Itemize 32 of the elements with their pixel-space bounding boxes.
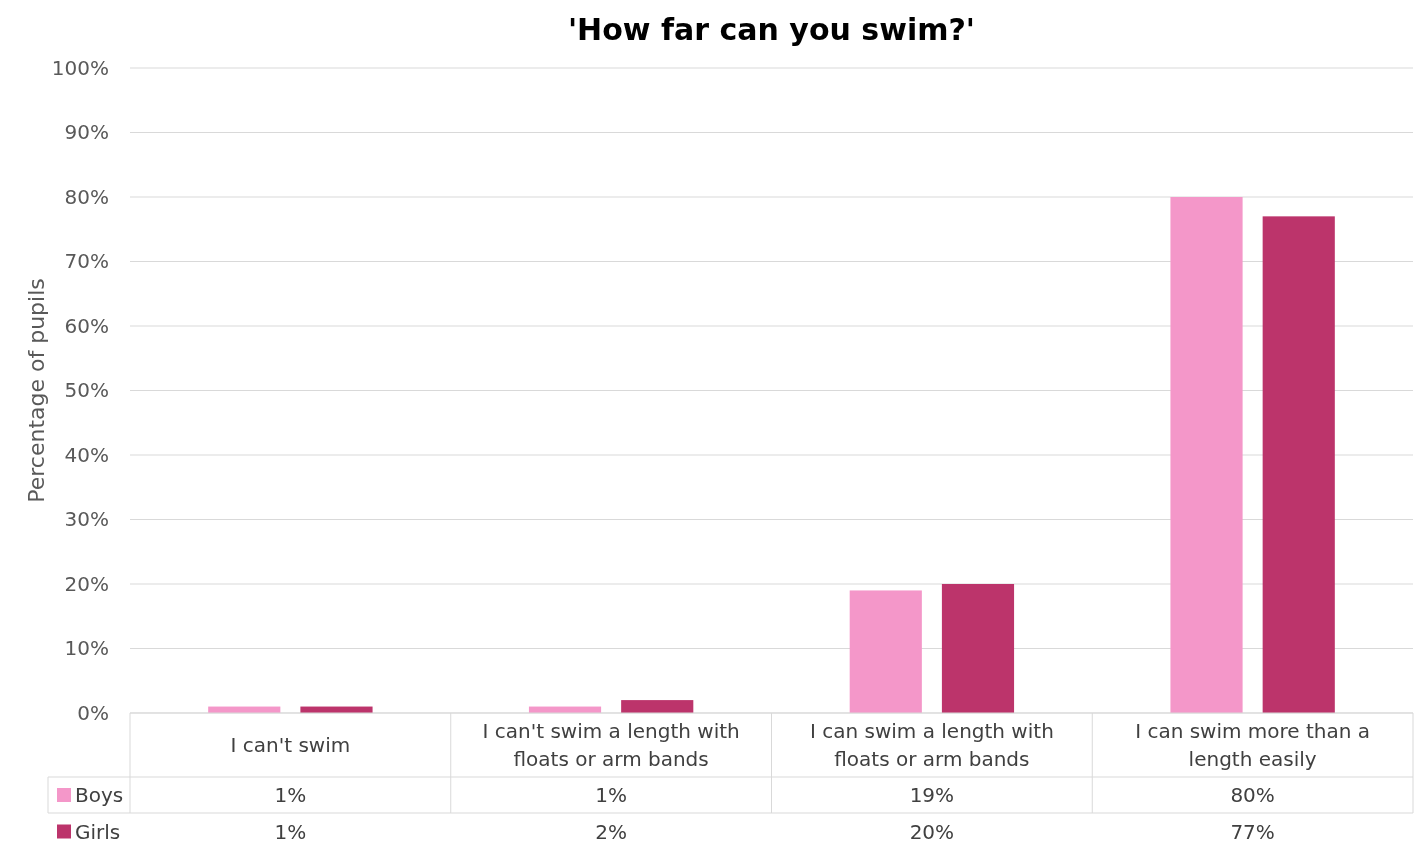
data-label: 80% bbox=[1230, 783, 1275, 807]
bar bbox=[1170, 197, 1243, 713]
bar bbox=[941, 584, 1015, 713]
data-label: 20% bbox=[909, 819, 955, 844]
y-tick-label: 30% bbox=[64, 507, 109, 532]
legend-label: Girls bbox=[75, 819, 121, 844]
data-label: 1% bbox=[274, 819, 307, 844]
y-tick-label: 70% bbox=[64, 249, 109, 274]
x-tick-label: I can swim a length with floats or arm bands bbox=[809, 719, 1054, 771]
y-tick-label: 40% bbox=[64, 442, 109, 467]
x-tick-label: I can't swim bbox=[230, 733, 351, 757]
bar bbox=[849, 590, 922, 713]
y-tick-label: 0% bbox=[77, 700, 109, 725]
y-tick-label: 60% bbox=[64, 313, 109, 338]
y-tick-label: 90% bbox=[64, 120, 109, 145]
y-tick-label: 50% bbox=[64, 378, 109, 403]
x-tick-label: I can swim more than a length easily bbox=[1135, 719, 1371, 771]
data-label: 1% bbox=[595, 783, 627, 807]
bar bbox=[621, 700, 694, 713]
legend-label: Boys bbox=[75, 783, 124, 807]
chart-title: 'How far can you swim?' bbox=[567, 12, 976, 47]
data-label: 77% bbox=[1230, 819, 1275, 844]
y-axis-title: Percentage of pupils bbox=[24, 278, 49, 503]
data-label: 1% bbox=[274, 783, 307, 807]
y-tick-label: 10% bbox=[64, 636, 109, 661]
data-label: 2% bbox=[595, 819, 627, 844]
y-tick-label: 100% bbox=[51, 55, 109, 80]
y-tick-label: 80% bbox=[64, 184, 109, 209]
bar bbox=[1262, 216, 1335, 713]
data-label: 19% bbox=[909, 783, 955, 807]
x-tick-label: I can't swim a length with floats or arm bands bbox=[482, 719, 740, 771]
y-tick-label: 20% bbox=[64, 571, 109, 596]
